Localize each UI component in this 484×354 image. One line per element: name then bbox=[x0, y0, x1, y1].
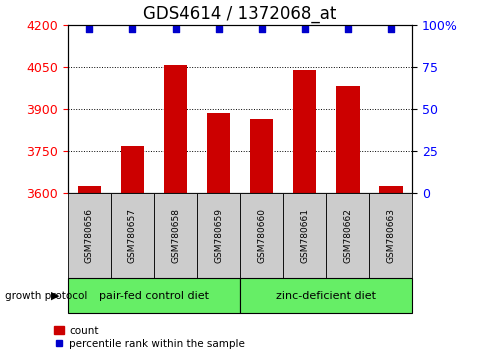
Point bbox=[214, 26, 222, 32]
Bar bbox=[153, 193, 197, 278]
Text: ▶: ▶ bbox=[51, 291, 60, 301]
Bar bbox=[206, 113, 230, 193]
Legend: count, percentile rank within the sample: count, percentile rank within the sample bbox=[54, 326, 245, 349]
Bar bbox=[335, 86, 359, 193]
Point bbox=[386, 26, 394, 32]
Bar bbox=[249, 119, 273, 193]
Text: GSM780660: GSM780660 bbox=[257, 208, 266, 263]
Bar bbox=[121, 146, 144, 193]
Point bbox=[257, 26, 265, 32]
Bar bbox=[197, 193, 240, 278]
Text: GSM780658: GSM780658 bbox=[171, 208, 180, 263]
Bar bbox=[111, 193, 153, 278]
Text: GSM780656: GSM780656 bbox=[85, 208, 94, 263]
Text: zinc-deficient diet: zinc-deficient diet bbox=[275, 291, 376, 301]
Bar bbox=[325, 193, 368, 278]
Point bbox=[300, 26, 308, 32]
Bar bbox=[292, 70, 316, 193]
Bar bbox=[68, 278, 240, 313]
Point bbox=[171, 26, 179, 32]
Text: GSM780661: GSM780661 bbox=[300, 208, 308, 263]
Text: GSM780657: GSM780657 bbox=[128, 208, 136, 263]
Text: growth protocol: growth protocol bbox=[5, 291, 87, 301]
Bar bbox=[240, 278, 411, 313]
Bar bbox=[283, 193, 325, 278]
Point bbox=[343, 26, 351, 32]
Text: GSM780663: GSM780663 bbox=[385, 208, 394, 263]
Bar bbox=[378, 186, 402, 193]
Bar bbox=[240, 193, 283, 278]
Bar bbox=[68, 193, 111, 278]
Bar bbox=[77, 187, 101, 193]
Point bbox=[128, 26, 136, 32]
Title: GDS4614 / 1372068_at: GDS4614 / 1372068_at bbox=[143, 6, 336, 23]
Text: pair-fed control diet: pair-fed control diet bbox=[99, 291, 209, 301]
Bar bbox=[163, 65, 187, 193]
Point bbox=[85, 26, 93, 32]
Text: GSM780659: GSM780659 bbox=[213, 208, 223, 263]
Text: GSM780662: GSM780662 bbox=[343, 208, 351, 263]
Bar bbox=[368, 193, 411, 278]
